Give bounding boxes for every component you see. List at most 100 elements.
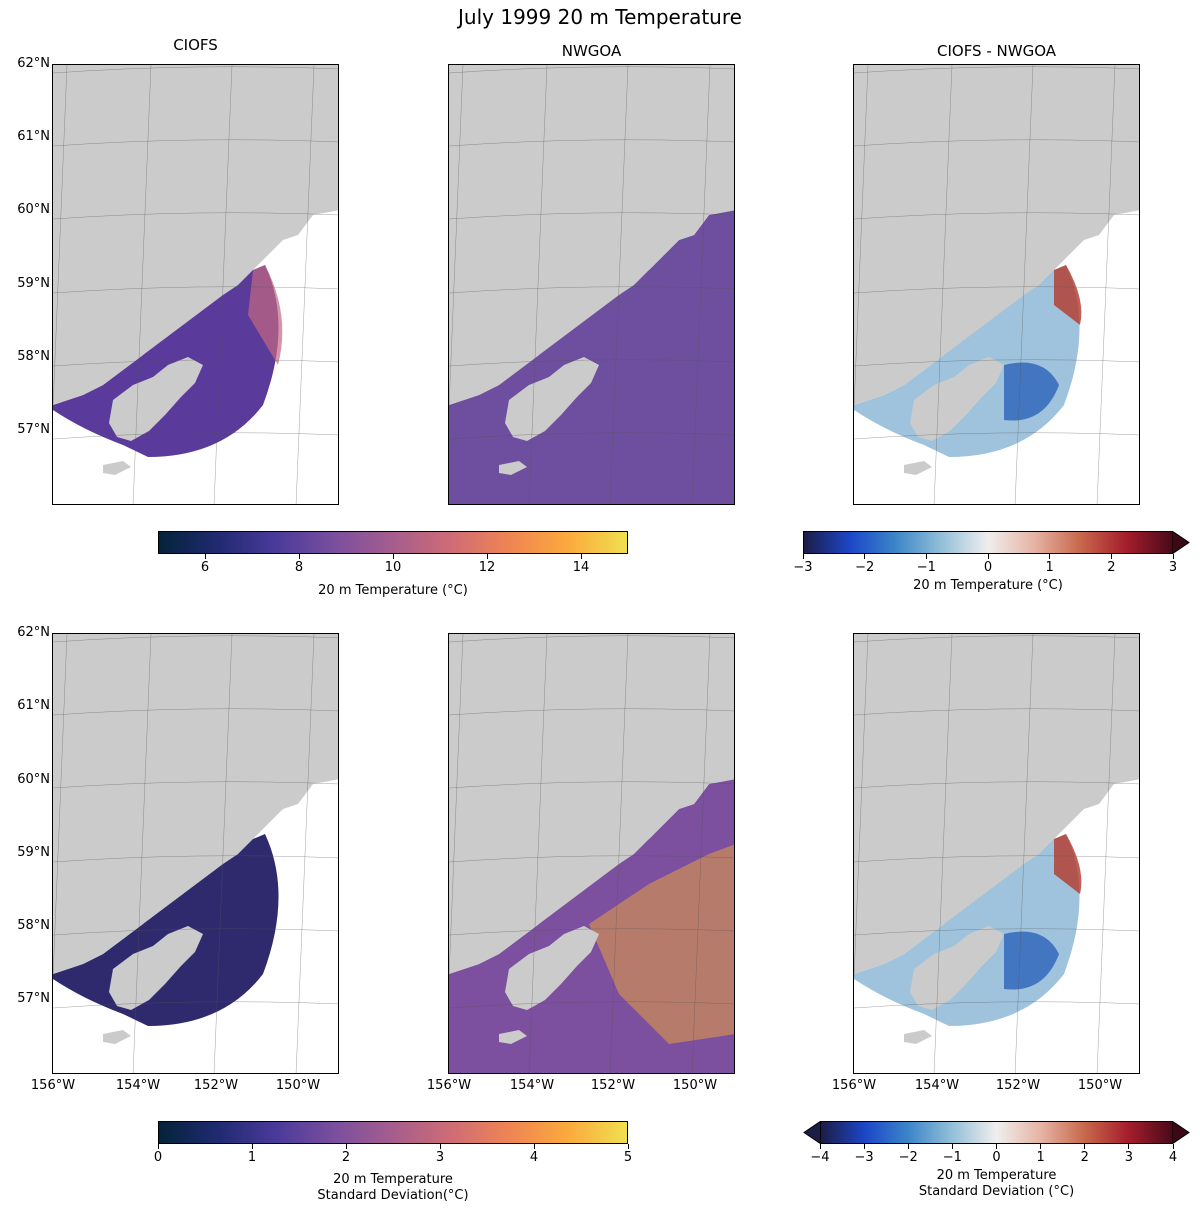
land-mass bbox=[53, 634, 338, 974]
colorbar-tick-label: 1 bbox=[1045, 560, 1054, 575]
warm-region bbox=[248, 265, 283, 365]
longitude-gridline bbox=[132, 634, 152, 1073]
longitude-gridline bbox=[691, 65, 711, 504]
latitude-gridline bbox=[854, 855, 1139, 863]
longitude-gridline bbox=[528, 65, 548, 504]
lon-label-156-col3: 156°W bbox=[831, 1078, 877, 1093]
longitude-gridline bbox=[449, 65, 464, 413]
colorbar-tick-label: 8 bbox=[294, 560, 304, 575]
map-svg bbox=[449, 634, 734, 1073]
map-difference-std bbox=[853, 633, 1140, 1074]
colorbar-tick-mark bbox=[392, 554, 394, 559]
longitude-gridline bbox=[854, 634, 869, 982]
longitude-gridline bbox=[933, 65, 953, 504]
colorbar-tick-mark bbox=[533, 1144, 535, 1149]
map-svg bbox=[53, 634, 338, 1073]
longitude-gridline bbox=[1014, 65, 1034, 504]
colorbar-tick-label: −2 bbox=[855, 560, 875, 575]
kodiak-island bbox=[505, 357, 599, 441]
latitude-gridline bbox=[854, 635, 1139, 643]
latitude-gridline bbox=[53, 708, 338, 716]
map-svg bbox=[854, 634, 1139, 1073]
colorbar-tick-mark bbox=[157, 1144, 159, 1149]
colorbar-tick-mark bbox=[819, 1144, 821, 1149]
map-nwgoa-mean bbox=[448, 64, 735, 505]
colorbar-tick-label: 10 bbox=[384, 560, 402, 575]
land-mass bbox=[53, 65, 338, 405]
colorbar-tick-mark bbox=[863, 1144, 865, 1149]
lon-label-150-col1: 150°W bbox=[275, 1078, 321, 1093]
colorbar-tick-mark bbox=[1049, 554, 1051, 559]
colorbar-tick-label: 5 bbox=[623, 1150, 633, 1165]
colorbar-tick-label: −3 bbox=[854, 1150, 874, 1165]
colorbar-std-difference-extend-arrow-right bbox=[1172, 1121, 1190, 1144]
longitude-gridline bbox=[933, 634, 953, 1073]
colorbar-tick-label: 0 bbox=[992, 1150, 1001, 1165]
colorbar-tick-mark bbox=[204, 554, 206, 559]
colorbar-tick-label: 3 bbox=[435, 1150, 445, 1165]
small-islands bbox=[904, 461, 932, 475]
latitude-gridline bbox=[449, 139, 734, 147]
map-svg bbox=[854, 65, 1139, 504]
colorbar-std-difference-label: 20 m Temperature Standard Deviation (°C) bbox=[820, 1168, 1173, 1200]
colorbar-tick-mark bbox=[486, 554, 488, 559]
lon-label-156-col1: 156°W bbox=[30, 1078, 76, 1093]
latitude-gridline bbox=[53, 66, 338, 74]
colorbar-tick-label: 1 bbox=[1036, 1150, 1045, 1165]
small-islands bbox=[499, 1030, 527, 1044]
lat-label-61-top: 61°N bbox=[17, 129, 50, 144]
colorbar-tick-label: 3 bbox=[1124, 1150, 1134, 1165]
latitude-gridline bbox=[53, 1001, 338, 1009]
latitude-gridline bbox=[53, 212, 338, 220]
lat-label-62-bottom: 62°N bbox=[17, 625, 50, 640]
colorbar-tick-mark bbox=[987, 554, 989, 559]
longitude-gridline bbox=[53, 65, 68, 413]
colorbar-tick-mark bbox=[802, 554, 804, 559]
colorbar-tick-label: 0 bbox=[983, 560, 993, 575]
land-mass bbox=[449, 634, 734, 974]
longitude-gridline bbox=[609, 634, 629, 1073]
lon-label-152-col2: 152°W bbox=[590, 1078, 636, 1093]
colorbar-tick-label: 4 bbox=[529, 1150, 539, 1165]
lon-label-150-col3: 150°W bbox=[1077, 1078, 1123, 1093]
latitude-gridline bbox=[53, 359, 338, 367]
lat-label-58-bottom: 58°N bbox=[17, 918, 50, 933]
land-mass bbox=[854, 634, 1139, 974]
latitude-gridline bbox=[854, 212, 1139, 220]
colorbar-mean-temperature bbox=[158, 531, 628, 554]
colorbar-std-temperature bbox=[158, 1121, 628, 1144]
latitude-gridline bbox=[854, 359, 1139, 367]
kodiak-island bbox=[505, 926, 599, 1010]
colorbar-tick-label: 6 bbox=[200, 560, 210, 575]
colorbar-std-difference-extend-arrow-left bbox=[803, 1121, 821, 1144]
map-svg bbox=[53, 65, 338, 504]
colorbar-tick-mark bbox=[864, 554, 866, 559]
latitude-gridline bbox=[854, 928, 1139, 936]
lon-label-156-col2: 156°W bbox=[426, 1078, 472, 1093]
colorbar-tick-mark bbox=[1110, 554, 1112, 559]
longitude-gridline bbox=[1096, 65, 1116, 504]
lat-label-59-bottom: 59°N bbox=[17, 845, 50, 860]
lon-label-152-col1: 152°W bbox=[193, 1078, 239, 1093]
colorbar-tick-mark bbox=[439, 1144, 441, 1149]
lon-label-154-col2: 154°W bbox=[509, 1078, 555, 1093]
land-mass bbox=[854, 65, 1139, 405]
latitude-gridline bbox=[53, 139, 338, 147]
colorbar-tick-mark bbox=[580, 554, 582, 559]
longitude-gridline bbox=[132, 65, 152, 504]
kodiak-island bbox=[910, 357, 1004, 441]
longitude-gridline bbox=[528, 634, 548, 1073]
column-title-difference: CIOFS - NWGOA bbox=[936, 42, 1057, 60]
colorbar-mean-difference-extend-arrow bbox=[1172, 531, 1190, 554]
latitude-gridline bbox=[449, 432, 734, 440]
colorbar-tick-label: −3 bbox=[793, 560, 813, 575]
longitude-gridline bbox=[295, 634, 315, 1073]
colorbar-std-temperature-label-line2: Standard Deviation(°C) bbox=[317, 1188, 469, 1203]
map-ciofs-std bbox=[52, 633, 339, 1074]
land-mass bbox=[449, 65, 734, 405]
colorbar-mean-difference bbox=[803, 531, 1173, 554]
colorbar-tick-mark bbox=[907, 1144, 909, 1149]
latitude-gridline bbox=[53, 432, 338, 440]
longitude-gridline bbox=[691, 634, 711, 1073]
colorbar-tick-mark bbox=[925, 554, 927, 559]
